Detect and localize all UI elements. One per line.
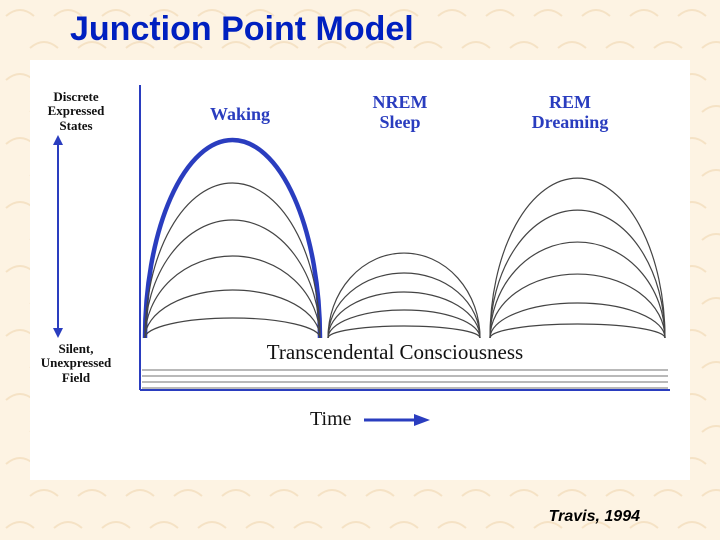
state-label-nrem: NREMSleep xyxy=(350,93,450,133)
x-axis-label: Time xyxy=(310,408,432,431)
diagram-panel: DiscreteExpressedStates Silent,Unexpress… xyxy=(30,60,690,480)
time-arrow-icon xyxy=(362,412,432,428)
transcendental-consciousness-label: Transcendental Consciousness xyxy=(195,341,595,364)
state-label-waking: Waking xyxy=(180,105,300,125)
slide-page: Junction Point Model DiscreteExpressedSt… xyxy=(0,0,720,540)
y-label-silent-field: Silent,UnexpressedField xyxy=(30,342,122,385)
y-label-discrete-states: DiscreteExpressedStates xyxy=(30,90,122,133)
x-axis-label-text: Time xyxy=(310,408,352,431)
slide-title: Junction Point Model xyxy=(70,10,720,49)
state-label-rem: REMDreaming xyxy=(510,93,630,133)
citation-text: Travis, 1994 xyxy=(549,508,640,526)
